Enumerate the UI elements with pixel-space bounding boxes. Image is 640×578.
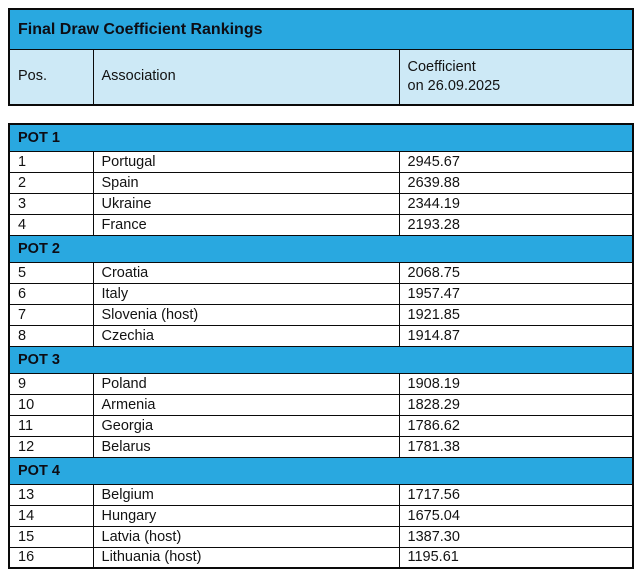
table-row: 9 Poland 1908.19 — [8, 372, 634, 395]
cell-association: Georgia — [92, 414, 400, 437]
cell-coefficient: 1957.47 — [398, 282, 634, 305]
table-row: 11 Georgia 1786.62 — [8, 414, 634, 437]
column-header-coefficient: Coefficient on 26.09.2025 — [398, 48, 634, 106]
cell-association: Italy — [92, 282, 400, 305]
cell-coefficient: 1786.62 — [398, 414, 634, 437]
cell-coefficient: 1828.29 — [398, 393, 634, 416]
cell-pos: 5 — [8, 261, 94, 284]
pot-header-label: POT 1 — [8, 123, 634, 152]
table-row: 7 Slovenia (host) 1921.85 — [8, 303, 634, 326]
cell-association: Belgium — [92, 483, 400, 506]
cell-association: Czechia — [92, 324, 400, 347]
cell-pos: 1 — [8, 150, 94, 173]
table-row: 13 Belgium 1717.56 — [8, 483, 634, 506]
cell-pos: 6 — [8, 282, 94, 305]
cell-coefficient: 1781.38 — [398, 435, 634, 458]
cell-coefficient: 2639.88 — [398, 171, 634, 194]
cell-association: Ukraine — [92, 192, 400, 215]
table-row: 4 France 2193.28 — [8, 213, 634, 236]
cell-pos: 15 — [8, 525, 94, 548]
cell-coefficient: 1914.87 — [398, 324, 634, 347]
pot-header-row: POT 1 — [8, 123, 634, 152]
table-row: 10 Armenia 1828.29 — [8, 393, 634, 416]
table-row: 12 Belarus 1781.38 — [8, 435, 634, 458]
cell-pos: 2 — [8, 171, 94, 194]
cell-coefficient: 1675.04 — [398, 504, 634, 527]
pot-header-row: POT 3 — [8, 345, 634, 374]
cell-association: Belarus — [92, 435, 400, 458]
table-row: 8 Czechia 1914.87 — [8, 324, 634, 347]
cell-coefficient: 2344.19 — [398, 192, 634, 215]
table-row: 3 Ukraine 2344.19 — [8, 192, 634, 215]
cell-pos: 16 — [8, 546, 94, 569]
pot-header-row: POT 4 — [8, 456, 634, 485]
cell-association: Poland — [92, 372, 400, 395]
cell-pos: 8 — [8, 324, 94, 347]
cell-coefficient: 1908.19 — [398, 372, 634, 395]
cell-pos: 4 — [8, 213, 94, 236]
pot-header-row: POT 2 — [8, 234, 634, 263]
table-row: 1 Portugal 2945.67 — [8, 150, 634, 173]
cell-pos: 10 — [8, 393, 94, 416]
cell-coefficient: 2068.75 — [398, 261, 634, 284]
column-header-association: Association — [92, 48, 400, 106]
title-row: Final Draw Coefficient Rankings — [8, 8, 634, 50]
cell-coefficient: 1921.85 — [398, 303, 634, 326]
table-row: 16 Lithuania (host) 1195.61 — [8, 546, 634, 569]
cell-coefficient: 2193.28 — [398, 213, 634, 236]
cell-association: Hungary — [92, 504, 400, 527]
spacer — [8, 106, 632, 123]
cell-coefficient: 1717.56 — [398, 483, 634, 506]
table-row: 15 Latvia (host) 1387.30 — [8, 525, 634, 548]
cell-coefficient: 2945.67 — [398, 150, 634, 173]
pot-header-label: POT 3 — [8, 345, 634, 374]
cell-pos: 11 — [8, 414, 94, 437]
cell-coefficient: 1195.61 — [398, 546, 634, 569]
cell-pos: 14 — [8, 504, 94, 527]
cell-association: Latvia (host) — [92, 525, 400, 548]
coefficient-header-line2: on 26.09.2025 — [407, 77, 501, 94]
table-row: 14 Hungary 1675.04 — [8, 504, 634, 527]
cell-association: Armenia — [92, 393, 400, 416]
cell-pos: 13 — [8, 483, 94, 506]
cell-pos: 3 — [8, 192, 94, 215]
cell-pos: 9 — [8, 372, 94, 395]
table-row: 2 Spain 2639.88 — [8, 171, 634, 194]
pots-table-body: POT 1 1 Portugal 2945.67 2 Spain 2639.88 3 Ukrai… — [8, 123, 634, 569]
cell-pos: 12 — [8, 435, 94, 458]
cell-association: Croatia — [92, 261, 400, 284]
column-header-pos: Pos. — [8, 48, 94, 106]
table-row: 6 Italy 1957.47 — [8, 282, 634, 305]
cell-pos: 7 — [8, 303, 94, 326]
pot-header-label: POT 2 — [8, 234, 634, 263]
pot-header-label: POT 4 — [8, 456, 634, 485]
rankings-pots-table: POT 1 1 Portugal 2945.67 2 Spain 2639.88 3 Ukrai… — [8, 123, 634, 569]
coefficient-header-line1: Coefficient — [407, 58, 476, 75]
cell-coefficient: 1387.30 — [398, 525, 634, 548]
table-row: 5 Croatia 2068.75 — [8, 261, 634, 284]
cell-association: Lithuania (host) — [92, 546, 400, 569]
page-title: Final Draw Coefficient Rankings — [8, 8, 634, 50]
cell-association: Slovenia (host) — [92, 303, 400, 326]
cell-association: France — [92, 213, 400, 236]
column-header-row: Pos. Association Coefficient on 26.09.20… — [8, 48, 634, 106]
rankings-header-table: Final Draw Coefficient Rankings Pos. Ass… — [8, 8, 635, 106]
cell-association: Portugal — [92, 150, 400, 173]
cell-association: Spain — [92, 171, 400, 194]
